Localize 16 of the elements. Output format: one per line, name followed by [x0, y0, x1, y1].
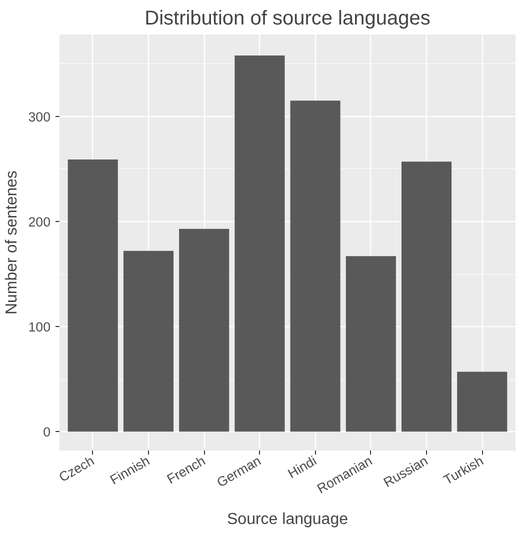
bar [123, 250, 174, 432]
bar [402, 162, 452, 432]
y-tick-label: 0 [43, 424, 51, 440]
y-tick-label: 100 [28, 320, 51, 335]
x-tick-label: Hindi [285, 452, 320, 482]
y-axis-title: Number of sentenes [3, 170, 20, 315]
bar [457, 372, 508, 432]
bar [290, 100, 340, 432]
x-axis-title: Source language [227, 510, 348, 528]
bar [179, 228, 230, 432]
y-tick-label: 300 [28, 109, 51, 124]
bar [68, 160, 118, 432]
bar [346, 256, 396, 432]
y-tick-label: 200 [28, 214, 51, 230]
bar [234, 56, 285, 432]
chart-title: Distribution of source languages [144, 8, 430, 30]
